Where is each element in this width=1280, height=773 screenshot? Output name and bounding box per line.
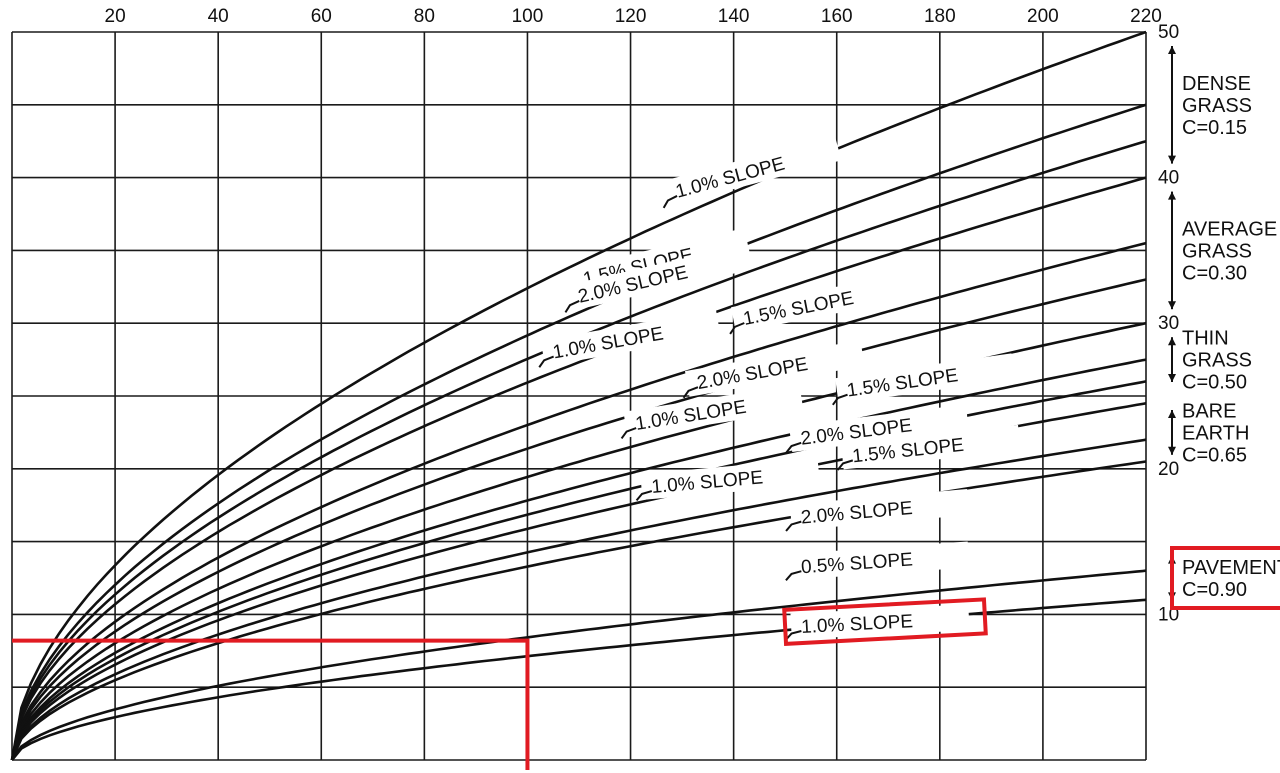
surface-label: GRASS (1182, 240, 1252, 262)
leader-mark (785, 570, 802, 581)
slope-label-group: 1.0% SLOPE (635, 458, 820, 502)
leader-mark (832, 393, 848, 406)
leader-mark (662, 195, 678, 209)
surface-label: PAVEMENT (1182, 557, 1280, 579)
leader-mark (682, 386, 699, 399)
x-tick-label: 100 (512, 6, 544, 27)
surface-label: C=0.50 (1182, 372, 1247, 394)
series-line (10, 241, 1147, 761)
series-line (10, 569, 1147, 761)
leader-mark (635, 490, 653, 502)
slope-label-background (835, 353, 1016, 404)
arrow-down-icon (1168, 301, 1176, 310)
x-tick-label: 40 (208, 6, 229, 27)
leader-mark (785, 441, 802, 454)
slope-label-background (840, 424, 1021, 470)
series-line (10, 358, 1147, 761)
surface-label: GRASS (1182, 95, 1252, 117)
slope-label-background (540, 309, 721, 367)
x-tick-label: 140 (718, 6, 750, 27)
leader-mark (785, 520, 802, 532)
arrow-up-icon (1168, 46, 1176, 54)
highlight-box (1170, 546, 1280, 610)
slope-label-background (565, 245, 745, 312)
annotations (12, 638, 530, 770)
x-tick-label: 220 (1130, 6, 1162, 27)
y-tick-label: 20 (1158, 459, 1179, 480)
slope-label-background (789, 404, 969, 452)
slope-label-background (640, 458, 820, 500)
slope-label-group: 1.0% SLOPE (782, 597, 988, 646)
series-line (10, 103, 1147, 761)
arrow-up-icon (1168, 410, 1176, 418)
reference-line (12, 638, 530, 770)
surface-label: DENSE (1182, 73, 1251, 95)
series-line (10, 30, 1147, 761)
leader-mark (538, 355, 554, 368)
slope-label-background (790, 541, 970, 580)
surface-label: GRASS (1182, 350, 1252, 372)
slope-label-background (789, 489, 970, 531)
y-tick-label: 50 (1158, 22, 1179, 43)
x-tick-label: 20 (105, 6, 126, 27)
surface-labels: DENSEGRASSC=0.15AVERAGEGRASSC=0.30THINGR… (1168, 46, 1280, 610)
arrow-down-icon (1168, 446, 1176, 455)
arrow-down-icon (1168, 374, 1176, 382)
slope-label-group: 0.5% SLOPE (785, 541, 970, 581)
surface-label: BARE (1182, 400, 1236, 422)
arrow-down-icon (1168, 155, 1176, 164)
y-tick-label: 40 (1158, 168, 1179, 189)
leader-mark (836, 459, 854, 471)
surface-label: C=0.30 (1182, 262, 1247, 284)
x-tick-label: 120 (615, 6, 647, 27)
x-tick-label: 180 (924, 6, 956, 27)
series-line (10, 176, 1147, 761)
slope-label-background (684, 340, 865, 397)
surface-label: AVERAGE (1182, 218, 1277, 240)
surface-label: EARTH (1182, 422, 1249, 444)
arrow-up-icon (1168, 337, 1176, 346)
series-line (10, 278, 1147, 761)
x-tick-label: 60 (311, 6, 332, 27)
x-tick-label: 80 (414, 6, 435, 27)
surface-label: C=0.15 (1182, 117, 1247, 139)
leader-mark (729, 322, 745, 335)
leader-mark (564, 300, 580, 313)
slope-label-background (662, 135, 842, 207)
x-tick-label: 160 (821, 6, 853, 27)
y-tick-label: 30 (1158, 313, 1179, 334)
slope-label-background (623, 383, 804, 438)
slope-label-background (790, 604, 970, 640)
surface-label: C=0.90 (1182, 579, 1247, 601)
arrow-up-icon (1168, 191, 1176, 200)
leader-mark (785, 630, 802, 641)
surface-label: THIN (1182, 328, 1229, 350)
highlight-box (782, 597, 988, 646)
leader-mark (620, 427, 637, 440)
x-tick-label: 200 (1027, 6, 1059, 27)
slope-label-background (731, 273, 911, 333)
surface-label: C=0.65 (1182, 444, 1247, 466)
